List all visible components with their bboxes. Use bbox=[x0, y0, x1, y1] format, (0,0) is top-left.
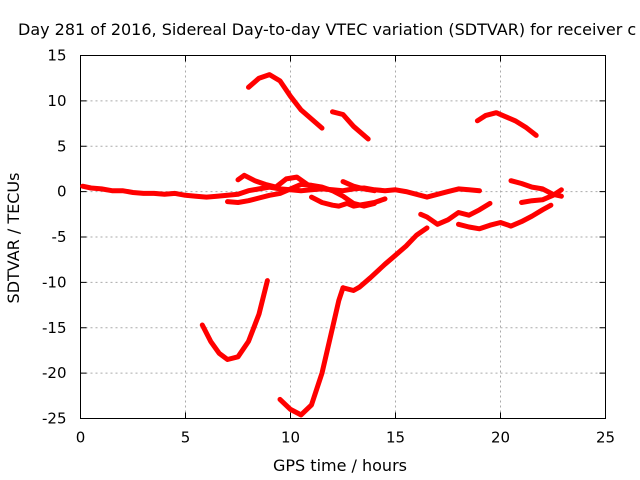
y-tick-label: 5 bbox=[57, 137, 67, 155]
chart-title: Day 281 of 2016, Sidereal Day-to-day VTE… bbox=[18, 20, 636, 39]
x-axis-label: GPS time / hours bbox=[273, 456, 407, 475]
data-series bbox=[80, 72, 564, 418]
y-tick-label: -25 bbox=[42, 410, 67, 428]
data-series-line-12 bbox=[519, 187, 564, 205]
x-tick-label: 0 bbox=[76, 429, 86, 447]
data-series-line-14 bbox=[330, 109, 371, 142]
x-tick-label: 20 bbox=[491, 429, 510, 447]
y-tick-label: -10 bbox=[42, 273, 67, 291]
x-tick-label: 10 bbox=[281, 429, 300, 447]
grid-lines bbox=[80, 55, 606, 419]
data-series-line-15 bbox=[474, 110, 539, 138]
data-series-line-5 bbox=[340, 179, 377, 194]
y-tick-label: -20 bbox=[42, 364, 67, 382]
data-series-line-10 bbox=[456, 202, 554, 232]
y-tick-label: 15 bbox=[47, 47, 66, 65]
y-axis-label: SDTVAR / TECUs bbox=[4, 173, 23, 304]
y-tick-label: 0 bbox=[57, 183, 67, 201]
y-tick-label: 10 bbox=[47, 92, 66, 110]
x-tick-label: 5 bbox=[181, 429, 191, 447]
data-series-line-8 bbox=[340, 225, 430, 293]
axis-ticks: 0 5 10 15 20 25 15 10 5 0 -5 -10 -15 -20 -25 bbox=[42, 47, 615, 447]
x-tick-label: 25 bbox=[596, 429, 615, 447]
data-series-line-7 bbox=[277, 285, 346, 418]
data-series-line-1 bbox=[80, 183, 482, 200]
y-tick-label: -15 bbox=[42, 319, 67, 337]
data-series-line-13 bbox=[246, 72, 325, 131]
data-series-line-6 bbox=[199, 278, 270, 362]
data-series-line-2 bbox=[225, 181, 377, 209]
data-series-line-3 bbox=[235, 172, 310, 190]
x-tick-label: 15 bbox=[386, 429, 405, 447]
data-series-line-9 bbox=[418, 200, 493, 227]
y-tick-label: -5 bbox=[52, 228, 67, 246]
data-series-line-4 bbox=[309, 194, 388, 209]
